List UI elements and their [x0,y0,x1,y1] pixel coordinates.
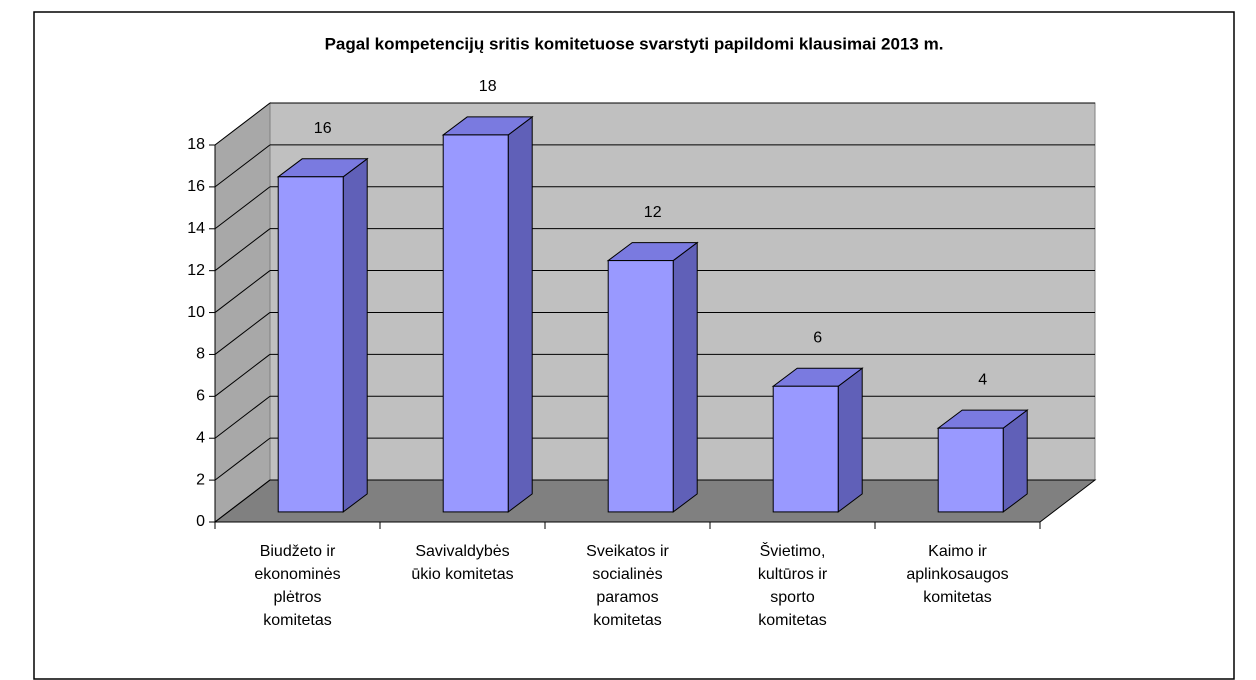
grid-line [214,228,271,272]
value-label: 16 [314,120,332,137]
grid-line [214,479,271,523]
bar [937,427,1004,513]
bar-side [507,115,533,513]
grid-line [214,144,271,188]
y-tick-label: 6 [196,388,205,405]
grid-line [214,312,271,355]
bar-side [837,367,863,513]
x-tick-label: Savivaldybės ūkio komitetas [411,543,514,583]
y-tick-label: 10 [187,304,205,321]
bar [442,134,509,513]
y-tick-label: 16 [187,178,205,195]
value-label: 12 [644,204,662,221]
bar [772,385,839,513]
grid-line [214,102,271,146]
bar-side [672,241,698,513]
y-tick-label: 14 [187,220,205,237]
x-tick-label: Kaimo ir aplinkosaugos komitetas [906,543,1009,606]
y-tick-label: 8 [196,346,205,363]
bar [607,260,674,513]
y-tick-label: 18 [187,136,205,153]
chart-title: Pagal kompetencijų sritis komitetuose sv… [325,34,944,53]
bar [277,176,344,513]
x-tick-label: Biudžeto ir ekonominės plėtros komitetas [254,543,341,629]
grid-line [214,353,271,397]
grid-line [214,395,271,439]
y-tick-label: 4 [196,429,205,446]
value-label: 4 [978,371,987,388]
grid-line [214,186,271,230]
grid-line [214,270,271,313]
value-label: 18 [479,78,497,95]
y-tick-label: 12 [187,262,205,279]
grid-line [214,437,271,481]
y-tick-label: 0 [196,513,205,530]
bar-side [342,157,368,513]
x-tick-label: Švietimo, kultūros ir sporto komitetas [757,543,828,629]
x-tick-label: Sveikatos ir socialinės paramos komiteta… [586,543,669,629]
value-label: 6 [813,329,822,346]
y-tick-label: 2 [196,471,205,488]
